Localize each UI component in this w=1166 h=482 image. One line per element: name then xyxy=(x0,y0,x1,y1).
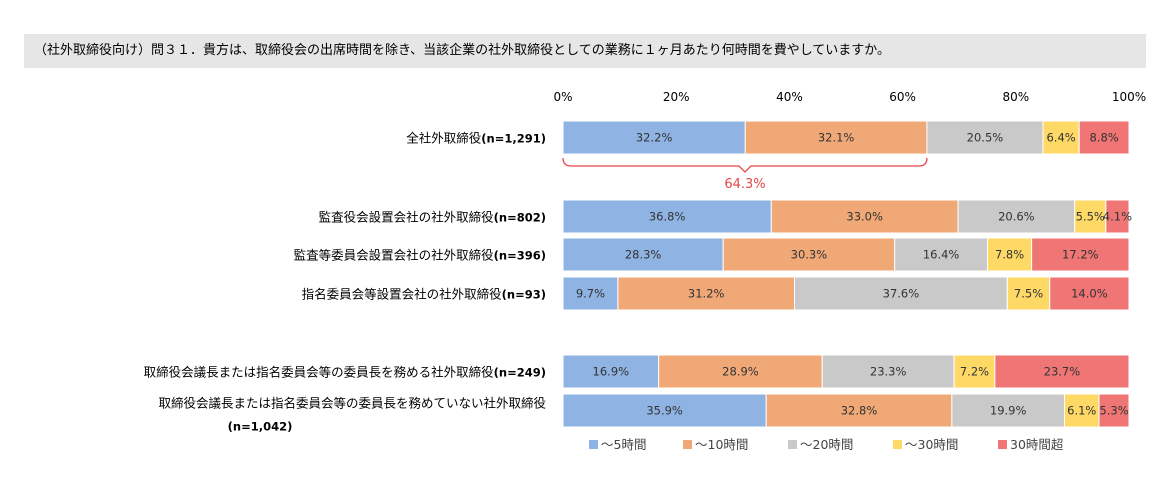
legend-label: ～30時間 xyxy=(905,437,958,452)
data-label: 31.2% xyxy=(688,287,725,301)
category-name: 取締役会議長または指名委員会等の委員長を務める社外取締役 xyxy=(144,365,494,380)
legend-swatch xyxy=(589,440,598,449)
data-label: 32.2% xyxy=(636,131,673,145)
data-label: 17.2% xyxy=(1062,248,1099,262)
data-label: 28.9% xyxy=(722,365,759,379)
bars: 32.2% 32.1% 20.5% 6.4% 8.8% 36.8% 33.0% 20.6% 5.… xyxy=(562,120,1132,428)
data-label: 23.3% xyxy=(870,365,907,379)
category-name: 監査等委員会設置会社の社外取締役 xyxy=(294,248,494,263)
category-label: 監査等委員会設置会社の社外取締役(n=396) xyxy=(294,248,546,263)
bar-segment xyxy=(658,354,823,389)
bar-segment xyxy=(770,199,959,234)
bar-segment xyxy=(722,237,896,272)
data-label: 19.9% xyxy=(990,404,1027,418)
category-n: (n=802) xyxy=(494,211,546,225)
legend-label: ～5時間 xyxy=(601,437,646,452)
bar-segment xyxy=(617,276,795,311)
bar-segment xyxy=(994,354,1130,389)
data-label: 8.8% xyxy=(1089,131,1118,145)
bar-segment xyxy=(926,120,1044,155)
data-label: 37.6% xyxy=(883,287,920,301)
bar-segment xyxy=(562,120,746,155)
data-label: 5.3% xyxy=(1099,404,1128,418)
bar-segment xyxy=(1098,393,1130,428)
bar-segment xyxy=(1078,120,1130,155)
bar-segment xyxy=(1031,237,1130,272)
bar-segment xyxy=(562,237,724,272)
data-label: 28.3% xyxy=(625,248,662,262)
data-label: 32.1% xyxy=(818,131,855,145)
category-label: 監査役会設置会社の社外取締役(n=802) xyxy=(319,210,546,225)
legend-label: ～10時間 xyxy=(695,437,748,452)
category-name: 指名委員会等設置会社の社外取締役 xyxy=(302,287,502,302)
annotation-brace xyxy=(562,157,928,173)
bar-segment xyxy=(793,276,1008,311)
data-label: 14.0% xyxy=(1071,287,1108,301)
category-label: 取締役会議長または指名委員会等の委員長を務める社外取締役(n=249) xyxy=(144,365,546,380)
data-label: 7.5% xyxy=(1014,287,1043,301)
category-n: (n=249) xyxy=(494,366,546,380)
bar-segment xyxy=(562,199,772,234)
bar-segment xyxy=(894,237,989,272)
category-labels: 全社外取締役(n=1,291) 監査役会設置会社の社外取締役(n=802) 監査等委… xyxy=(144,131,546,434)
data-label: 20.5% xyxy=(967,131,1004,145)
data-label: 7.2% xyxy=(960,365,989,379)
question-title: （社外取締役向け）問３１．貴方は、取締役会の出席時間を除き、当該企業の社外取締役… xyxy=(24,34,1146,68)
bar-segment xyxy=(957,199,1076,234)
category-label: 全社外取締役(n=1,291) xyxy=(406,131,546,146)
legend: ～5時間 ～10時間 ～20時間 ～30時間 30時間超 xyxy=(589,437,1064,452)
bar-segment xyxy=(1042,120,1080,155)
bar-segment xyxy=(1006,276,1051,311)
data-label: 9.7% xyxy=(576,287,605,301)
data-label: 6.4% xyxy=(1046,131,1075,145)
category-n: (n=1,042) xyxy=(228,420,293,434)
legend-swatch xyxy=(998,440,1007,449)
data-label: 36.8% xyxy=(649,210,686,224)
bar-segment xyxy=(1105,199,1130,234)
bar-segment xyxy=(562,276,619,311)
data-label: 32.8% xyxy=(841,404,878,418)
bar-segment xyxy=(1063,393,1100,428)
category-label: 取締役会議長または指名委員会等の委員長を務めていない社外取締役 xyxy=(158,396,546,411)
x-tick-label: 100% xyxy=(1112,90,1146,104)
x-tick-label: 80% xyxy=(1002,90,1029,104)
bar-segment xyxy=(953,354,996,389)
bar-segment xyxy=(821,354,955,389)
data-label: 20.6% xyxy=(998,210,1035,224)
category-n: (n=1,291) xyxy=(481,132,546,146)
x-tick-label: 20% xyxy=(663,90,690,104)
legend-swatch xyxy=(788,440,797,449)
category-name: 全社外取締役 xyxy=(406,131,481,146)
x-axis-ticks: 0% 20% 40% 60% 80% 100% xyxy=(553,90,1146,104)
data-label: 16.9% xyxy=(593,365,630,379)
data-label: 30.3% xyxy=(791,248,828,262)
bar-segment xyxy=(951,393,1065,428)
data-label: 6.1% xyxy=(1067,404,1096,418)
legend-swatch xyxy=(683,440,692,449)
category-n: (n=93) xyxy=(502,288,546,302)
bar-segment xyxy=(1049,276,1130,311)
data-label: 23.7% xyxy=(1044,365,1081,379)
legend-swatch xyxy=(893,440,902,449)
category-name: 監査役会設置会社の社外取締役 xyxy=(319,210,494,225)
data-label: 33.0% xyxy=(846,210,883,224)
annotation-label: 64.3% xyxy=(724,177,765,192)
data-label: 7.8% xyxy=(995,248,1024,262)
category-n: (n=396) xyxy=(494,249,546,263)
x-tick-label: 0% xyxy=(553,90,572,104)
data-label: 35.9% xyxy=(646,404,683,418)
data-label: 16.4% xyxy=(923,248,960,262)
x-tick-label: 40% xyxy=(776,90,803,104)
bar-segment xyxy=(562,393,767,428)
x-tick-label: 60% xyxy=(889,90,916,104)
data-label: 4.1% xyxy=(1103,210,1132,224)
legend-label: ～20時間 xyxy=(800,437,853,452)
annotation: 64.3% xyxy=(562,157,928,192)
data-label: 5.5% xyxy=(1076,210,1105,224)
legend-label: 30時間超 xyxy=(1010,437,1064,452)
category-label: 指名委員会等設置会社の社外取締役(n=93) xyxy=(302,287,546,302)
